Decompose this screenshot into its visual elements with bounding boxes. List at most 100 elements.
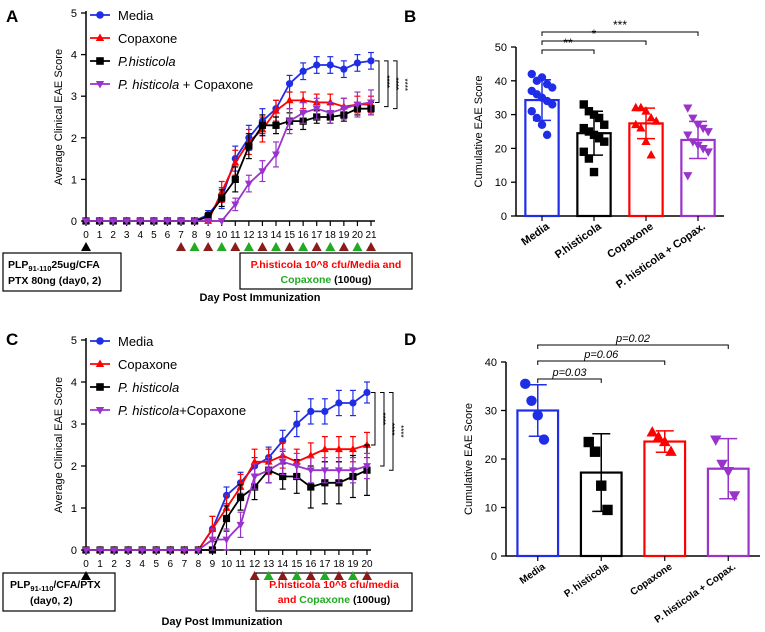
legend-label-media: Media [118, 334, 154, 349]
y-tick-label: 5 [71, 8, 77, 20]
x-tick-label: 11 [230, 230, 241, 241]
category-label: Copaxone [629, 561, 675, 598]
comparison-bracket [541, 31, 699, 36]
category-label: Copaxone [605, 221, 655, 261]
y-tick-label: 30 [495, 110, 507, 122]
comparison-label: *** [613, 18, 627, 32]
x-tick-label: 13 [263, 559, 275, 570]
x-tick-label: 15 [284, 230, 296, 241]
comparison-bracket [541, 40, 647, 45]
treatment-triangle [311, 242, 322, 251]
data-point [194, 547, 203, 555]
data-point [589, 130, 599, 140]
treatment-triangle [298, 242, 309, 251]
data-point [82, 547, 90, 555]
legend-label-histicola: P. histicola [118, 380, 179, 395]
significance-bracket [393, 60, 398, 110]
treatment-triangle [216, 242, 227, 251]
treatment-triangle [338, 242, 349, 251]
immunization-box-c [2, 572, 116, 612]
y-tick-label: 0 [501, 211, 507, 223]
x-tick-label: 19 [338, 230, 350, 241]
y-tick-label: 1 [71, 174, 77, 186]
data-point [594, 113, 604, 123]
data-point [693, 121, 703, 130]
data-point [222, 514, 231, 523]
data-point [602, 504, 613, 516]
x-tick-label: 13 [257, 230, 269, 241]
data-point [313, 61, 321, 69]
data-point [285, 80, 294, 88]
x-tick-label: 21 [365, 230, 377, 241]
legend-marker-combo [95, 406, 105, 415]
data-point [348, 444, 357, 453]
x-tick-label: 0 [83, 230, 89, 241]
data-point [641, 106, 651, 115]
data-point [306, 467, 315, 475]
comparison-label: ** [563, 36, 573, 50]
comparison-label: p=0.02 [615, 333, 650, 345]
category-label: P.histicola [553, 220, 605, 261]
data-point [683, 131, 693, 140]
data-point [258, 168, 267, 176]
legend-label-media: Media [118, 8, 154, 23]
data-point [222, 536, 231, 544]
significance-bracket [389, 392, 394, 471]
significance-label: **** [387, 423, 396, 435]
data-point [340, 65, 348, 73]
data-point [548, 83, 557, 92]
y-axis-title: Average Clinical EAE Score [53, 377, 65, 513]
x-tick-label: 10 [216, 230, 228, 241]
treatment-line2-c: and Copaxone (100ug) [278, 594, 391, 606]
legend-marker-media [96, 337, 104, 345]
data-point [363, 440, 371, 448]
treatment-triangle [325, 242, 336, 251]
data-point [326, 109, 335, 118]
immunization-line1-a: PLP91-11025ug/CFA [8, 259, 100, 273]
data-point [636, 102, 646, 112]
data-point [703, 128, 713, 137]
significance-label: **** [378, 413, 387, 425]
data-point [312, 105, 321, 113]
panel-c-annotations: PLP91-110/CFA/PTX (day0, 2) P.histicola … [2, 572, 413, 628]
data-point [589, 167, 599, 177]
x-tick-label: 3 [125, 559, 131, 570]
data-point [272, 151, 280, 159]
data-point [703, 148, 713, 157]
data-point [367, 99, 375, 107]
x-axis-title-a: Day Post Immunization [199, 292, 320, 304]
x-tick-label: 2 [110, 230, 116, 241]
data-point [583, 436, 594, 448]
data-point [537, 120, 547, 129]
data-point [548, 100, 557, 109]
data-point [208, 524, 217, 532]
y-tick-label: 10 [495, 177, 507, 189]
y-axis-title: Cumulative EAE Score [473, 76, 485, 188]
data-point [110, 547, 119, 555]
x-tick-label: 10 [221, 559, 233, 570]
data-point [527, 69, 536, 79]
data-point [82, 218, 90, 226]
data-point [299, 96, 308, 104]
x-tick-label: 0 [83, 559, 89, 570]
data-point [236, 521, 245, 530]
data-point [584, 127, 594, 136]
data-point [326, 98, 335, 106]
x-tick-label: 17 [311, 230, 323, 241]
immunization-box-a [2, 252, 122, 292]
data-point [272, 121, 280, 129]
data-point [353, 101, 362, 109]
panel-letter-c: C [6, 330, 18, 349]
legend-label-combo: P. histicola + Copaxone [118, 77, 253, 92]
x-tick-label: 4 [138, 230, 144, 241]
data-point [698, 124, 708, 134]
data-point [600, 137, 609, 146]
category-label: P. histicola [562, 561, 611, 600]
x-tick-label: 15 [291, 559, 303, 570]
treatment-line2-a: Copaxone (100ug) [280, 274, 371, 286]
data-point [579, 100, 588, 109]
comparison-bracket [537, 378, 602, 383]
x-tick-label: 19 [347, 559, 359, 570]
data-point [177, 218, 185, 226]
bar-chart-b: 0 10 20 30 40 50 Cumulative EAE Score Media P.hi… [473, 18, 724, 291]
